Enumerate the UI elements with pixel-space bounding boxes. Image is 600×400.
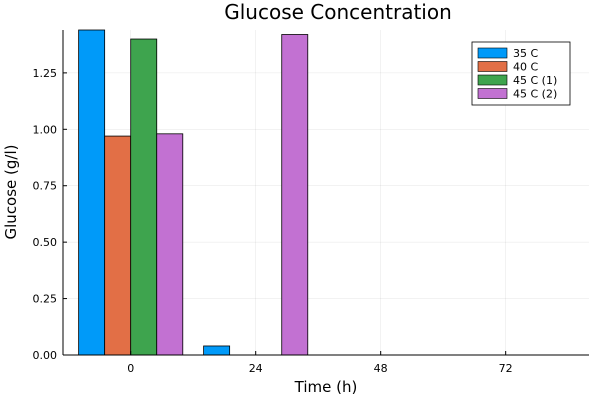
legend-label: 40 C <box>513 61 538 74</box>
y-tick-label: 1.00 <box>33 123 58 136</box>
x-axis-title: Time (h) <box>294 378 358 396</box>
bar <box>130 38 158 356</box>
y-tick-label: 0.75 <box>33 180 58 193</box>
legend-swatch <box>477 74 508 86</box>
x-tick-label: 0 <box>127 362 134 375</box>
y-tick-label: 0.25 <box>33 293 58 306</box>
y-tick-label: 0.00 <box>33 349 58 362</box>
bar <box>78 29 106 356</box>
y-tick-label: 0.50 <box>33 236 58 249</box>
bar <box>281 34 309 356</box>
bar <box>156 133 184 356</box>
x-tick-label: 48 <box>374 362 388 375</box>
y-axis-title: Glucose (g/l) <box>2 145 20 240</box>
bar <box>203 345 231 356</box>
y-tick-label: 1.25 <box>33 67 58 80</box>
legend-label: 35 C <box>513 47 538 60</box>
legend-label: 45 C (1) <box>513 74 557 87</box>
tick-layer: 0 24 48 72 0.00 0.25 0.50 0.75 1.00 1.25 <box>33 67 513 375</box>
legend-swatch <box>477 61 508 72</box>
legend-swatch <box>477 88 508 99</box>
x-tick-label: 24 <box>249 362 263 375</box>
legend: 35 C40 C45 C (1)45 C (2) <box>471 41 571 106</box>
axes-frame <box>62 30 589 356</box>
bar-layer <box>78 29 309 356</box>
legend-swatch <box>477 47 508 59</box>
legend-label: 45 C (2) <box>513 88 557 101</box>
chart-title: Glucose Concentration <box>224 0 452 24</box>
x-tick-label: 72 <box>499 362 513 375</box>
bar <box>104 135 132 356</box>
